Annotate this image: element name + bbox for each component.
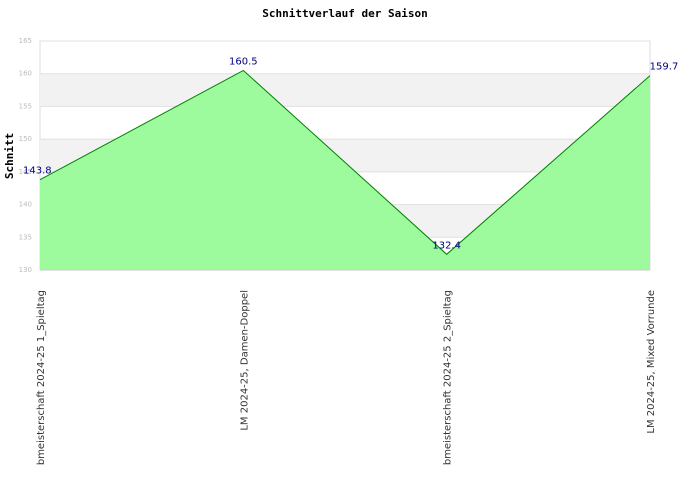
x-tick-label: bmeisterschaft 2024-25 2_Spieltag xyxy=(443,290,454,465)
grid-band xyxy=(40,73,650,107)
x-tick-label: LM 2024-25, Damen-Doppel xyxy=(239,290,250,431)
y-tick-label: 155 xyxy=(19,102,32,110)
y-tick-label: 130 xyxy=(19,266,32,274)
y-axis-label: Schnitt xyxy=(3,133,16,179)
y-tick-label: 160 xyxy=(19,70,32,78)
chart-title: Schnittverlauf der Saison xyxy=(262,7,428,20)
x-tick-label: LM 2024-25, Mixed Vorrunde xyxy=(646,290,657,434)
x-tick-label: bmeisterschaft 2024-25 1_Spieltag xyxy=(36,290,47,465)
value-label: 159.7 xyxy=(650,62,679,73)
y-tick-label: 150 xyxy=(19,135,32,143)
y-tick-label: 135 xyxy=(19,233,32,241)
value-label: 143.8 xyxy=(23,166,52,177)
y-tick-label: 165 xyxy=(19,37,32,45)
value-label: 132.4 xyxy=(432,240,461,251)
y-tick-label: 140 xyxy=(19,201,32,209)
area xyxy=(40,70,650,270)
y-tick-label: 145 xyxy=(19,168,32,176)
line xyxy=(39,69,651,255)
value-label: 160.5 xyxy=(229,56,258,67)
